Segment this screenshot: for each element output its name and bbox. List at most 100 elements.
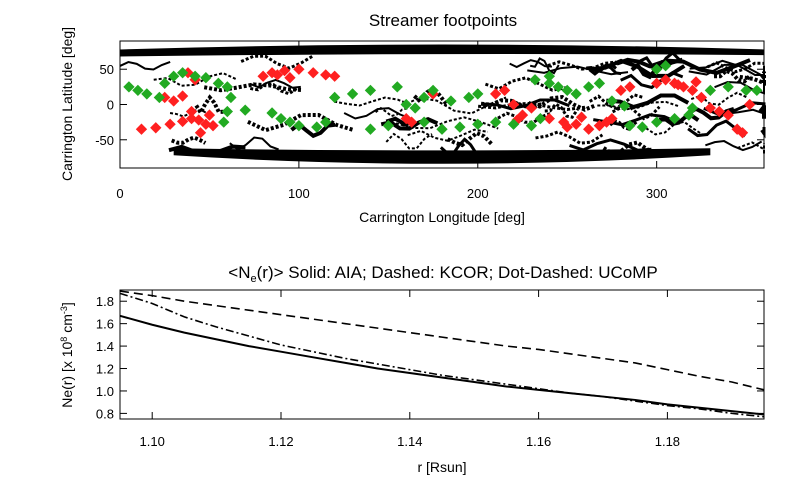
contour-feature (249, 82, 298, 96)
ne-y-tick-label: 1.0 (96, 384, 114, 399)
green-footpoint (346, 88, 359, 100)
ne-y-tick-label: 1.8 (96, 294, 114, 309)
red-footpoint (176, 90, 189, 102)
south-cap-feature (173, 148, 711, 164)
contour-feature (229, 136, 279, 151)
green-footpoint (391, 81, 403, 93)
green-footpoint (454, 121, 466, 133)
density-lines-layer (119, 290, 765, 418)
contour-feature (497, 111, 552, 124)
map-x-axis-label: Carrington Longitude [deg] (359, 209, 525, 225)
ne-ylabel-sup1: 8 (59, 337, 69, 342)
contour-feature (649, 58, 751, 75)
map-y-tick-label: 50 (100, 62, 114, 77)
red-footpoint (695, 91, 708, 104)
ne-x-tick-label: 1.14 (397, 434, 422, 449)
red-footpoint (194, 127, 207, 139)
map-title: Streamer footpoints (369, 11, 517, 30)
ne-ylabel-base: Ne(r) [x 10 (59, 341, 75, 407)
ne-y-tick-label: 1.2 (96, 362, 114, 377)
contour-feature (194, 94, 224, 117)
green-footpoint (239, 104, 251, 116)
contour-feature (446, 130, 493, 148)
red-footpoint (293, 63, 305, 75)
contour-feature (597, 100, 680, 111)
map-x-tick-label: 0 (116, 186, 123, 201)
contour-feature (385, 132, 433, 150)
contour-feature (547, 60, 617, 71)
contour-feature (240, 54, 315, 70)
ne-y-tick-label: 1.4 (96, 339, 114, 354)
map-y-ticks: -50 0 50 (95, 62, 764, 148)
map-x-tick-label: 200 (467, 186, 489, 201)
ne-x-tick-label: 1.10 (140, 434, 165, 449)
map-x-ticks: 0 100 200 300 (116, 41, 668, 201)
contour-feature (758, 105, 766, 119)
red-footpoint (150, 122, 162, 134)
green-footpoint (593, 77, 606, 89)
ne-y-axis-label: Ne(r) [x 108 cm-3] (59, 302, 75, 408)
contour-feature (170, 135, 207, 145)
ne-plot-frame (119, 289, 765, 420)
green-footpoint (364, 123, 377, 135)
ne-title-suffix: (r)> Solid: AIA; Dashed: KCOR; Dot-Dashe… (257, 263, 658, 282)
ne-x-tick-label: 1.16 (526, 434, 551, 449)
red-footpoint (164, 118, 176, 130)
streamer-footpoints-panel: Streamer footpoints 0 100 200 300 -50 0 50 Ca… (59, 11, 766, 225)
red-footpoint (736, 127, 749, 139)
contour-feature (119, 60, 171, 71)
contour-feature (484, 76, 567, 92)
green-footpoint (445, 95, 457, 107)
ne-ylabel-mid: cm (59, 314, 75, 337)
north-cap-feature (120, 44, 764, 57)
density-profile-panel: <Ne(r)> Solid: AIA; Dashed: KCOR; Dot-Da… (59, 263, 765, 475)
contour-feature (588, 93, 644, 111)
red-footpoint (176, 115, 189, 128)
contour-feature (401, 96, 507, 115)
ne-x-axis-label: r [Rsun] (417, 459, 466, 475)
ne-y-tick-label: 1.6 (96, 317, 114, 332)
contour-feature (589, 58, 686, 79)
ne-x-ticks: 1.10 1.12 1.14 1.16 1.18 (140, 290, 680, 449)
green-footpoint (225, 91, 237, 104)
ne-x-tick-label: 1.18 (655, 434, 680, 449)
map-y-axis-label: Carrington Latitude [deg] (59, 27, 75, 181)
green-footpoint (583, 81, 595, 93)
ne-y-tick-label: 0.8 (96, 406, 114, 421)
red-footpoint (583, 123, 595, 135)
red-footpoint (744, 98, 756, 111)
red-footpoint (320, 69, 332, 81)
contour-feature (477, 101, 586, 112)
green-footpoint (751, 84, 763, 97)
green-footpoint (329, 91, 341, 104)
green-footpoint (266, 107, 278, 119)
ne-ylabel-sup2: -3 (59, 306, 69, 314)
contour-feature (481, 98, 570, 111)
ne-title-prefix: <N (228, 263, 250, 282)
green-footpoint (636, 121, 649, 133)
contour-feature (544, 102, 579, 119)
map-y-tick-label: -50 (95, 133, 114, 148)
ne-x-tick-label: 1.12 (268, 434, 293, 449)
contour-feature (527, 65, 629, 76)
map-y-tick-label: 0 (107, 98, 114, 113)
red-footpoint (135, 123, 148, 135)
contour-feature (645, 120, 704, 136)
red-footpoint (207, 120, 219, 132)
red-footpoint (329, 70, 341, 82)
green-footpoint (436, 123, 448, 135)
green-footpoint (364, 84, 377, 97)
contour-feature (737, 141, 765, 155)
map-x-tick-label: 100 (288, 186, 310, 201)
ne-title-subscript: e (251, 273, 257, 285)
green-footpoint (221, 105, 233, 118)
dashed-line (119, 290, 765, 391)
green-footpoint (218, 116, 230, 128)
contour-feature (705, 140, 763, 152)
map-x-tick-label: 300 (646, 186, 668, 201)
contour-feature (569, 138, 652, 152)
contour-feature (529, 57, 560, 75)
contour-feature (247, 113, 355, 133)
dot-dashed-line (119, 292, 765, 418)
contour-feature (606, 93, 690, 110)
